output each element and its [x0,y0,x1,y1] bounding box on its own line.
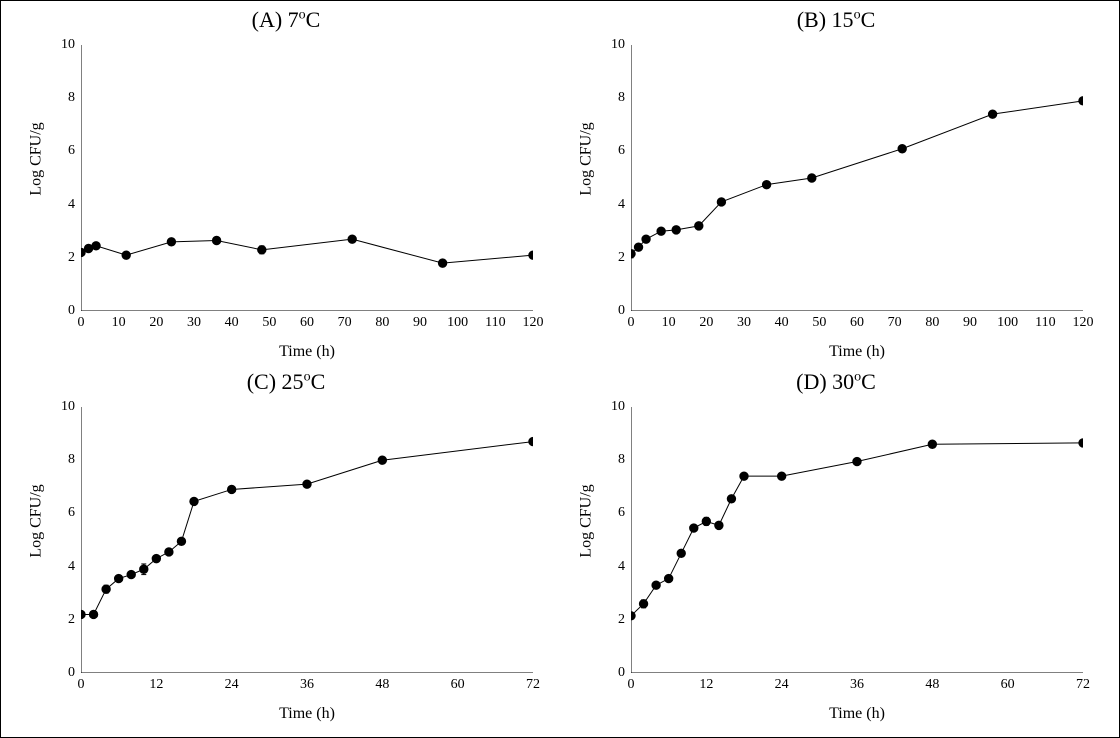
plot-svg-C [81,403,533,673]
plot-wrap-B: 02468100102030405060708090100110120 [631,41,1083,311]
ylabel-B: Log CFU/g [575,7,599,311]
xlabel-A: Time (h) [81,343,533,361]
ylabel-D: Log CFU/g [575,369,599,673]
plot-wrap-C: 02468100122436486072 [81,403,533,673]
panel-title-D: (D) 30oC [561,369,1111,395]
figure-grid: (A) 7oC Log CFU/g 0246810010203040506070… [11,7,1111,731]
panel-A: (A) 7oC Log CFU/g 0246810010203040506070… [11,7,561,369]
ylabel-C: Log CFU/g [25,369,49,673]
plot-wrap-D: 02468100122436486072 [631,403,1083,673]
xlabel-D: Time (h) [631,705,1083,723]
panel-C: (C) 25oC Log CFU/g 02468100122436486072 … [11,369,561,731]
panel-D: (D) 30oC Log CFU/g 02468100122436486072 … [561,369,1111,731]
panel-title-C: (C) 25oC [11,369,561,395]
ylabel-A: Log CFU/g [25,7,49,311]
plot-wrap-A: 02468100102030405060708090100110120 [81,41,533,311]
plot-svg-B [631,41,1083,311]
xlabel-C: Time (h) [81,705,533,723]
panel-title-B: (B) 15oC [561,7,1111,33]
panel-B: (B) 15oC Log CFU/g 024681001020304050607… [561,7,1111,369]
plot-svg-A [81,41,533,311]
plot-svg-D [631,403,1083,673]
panel-title-A: (A) 7oC [11,7,561,33]
xlabel-B: Time (h) [631,343,1083,361]
